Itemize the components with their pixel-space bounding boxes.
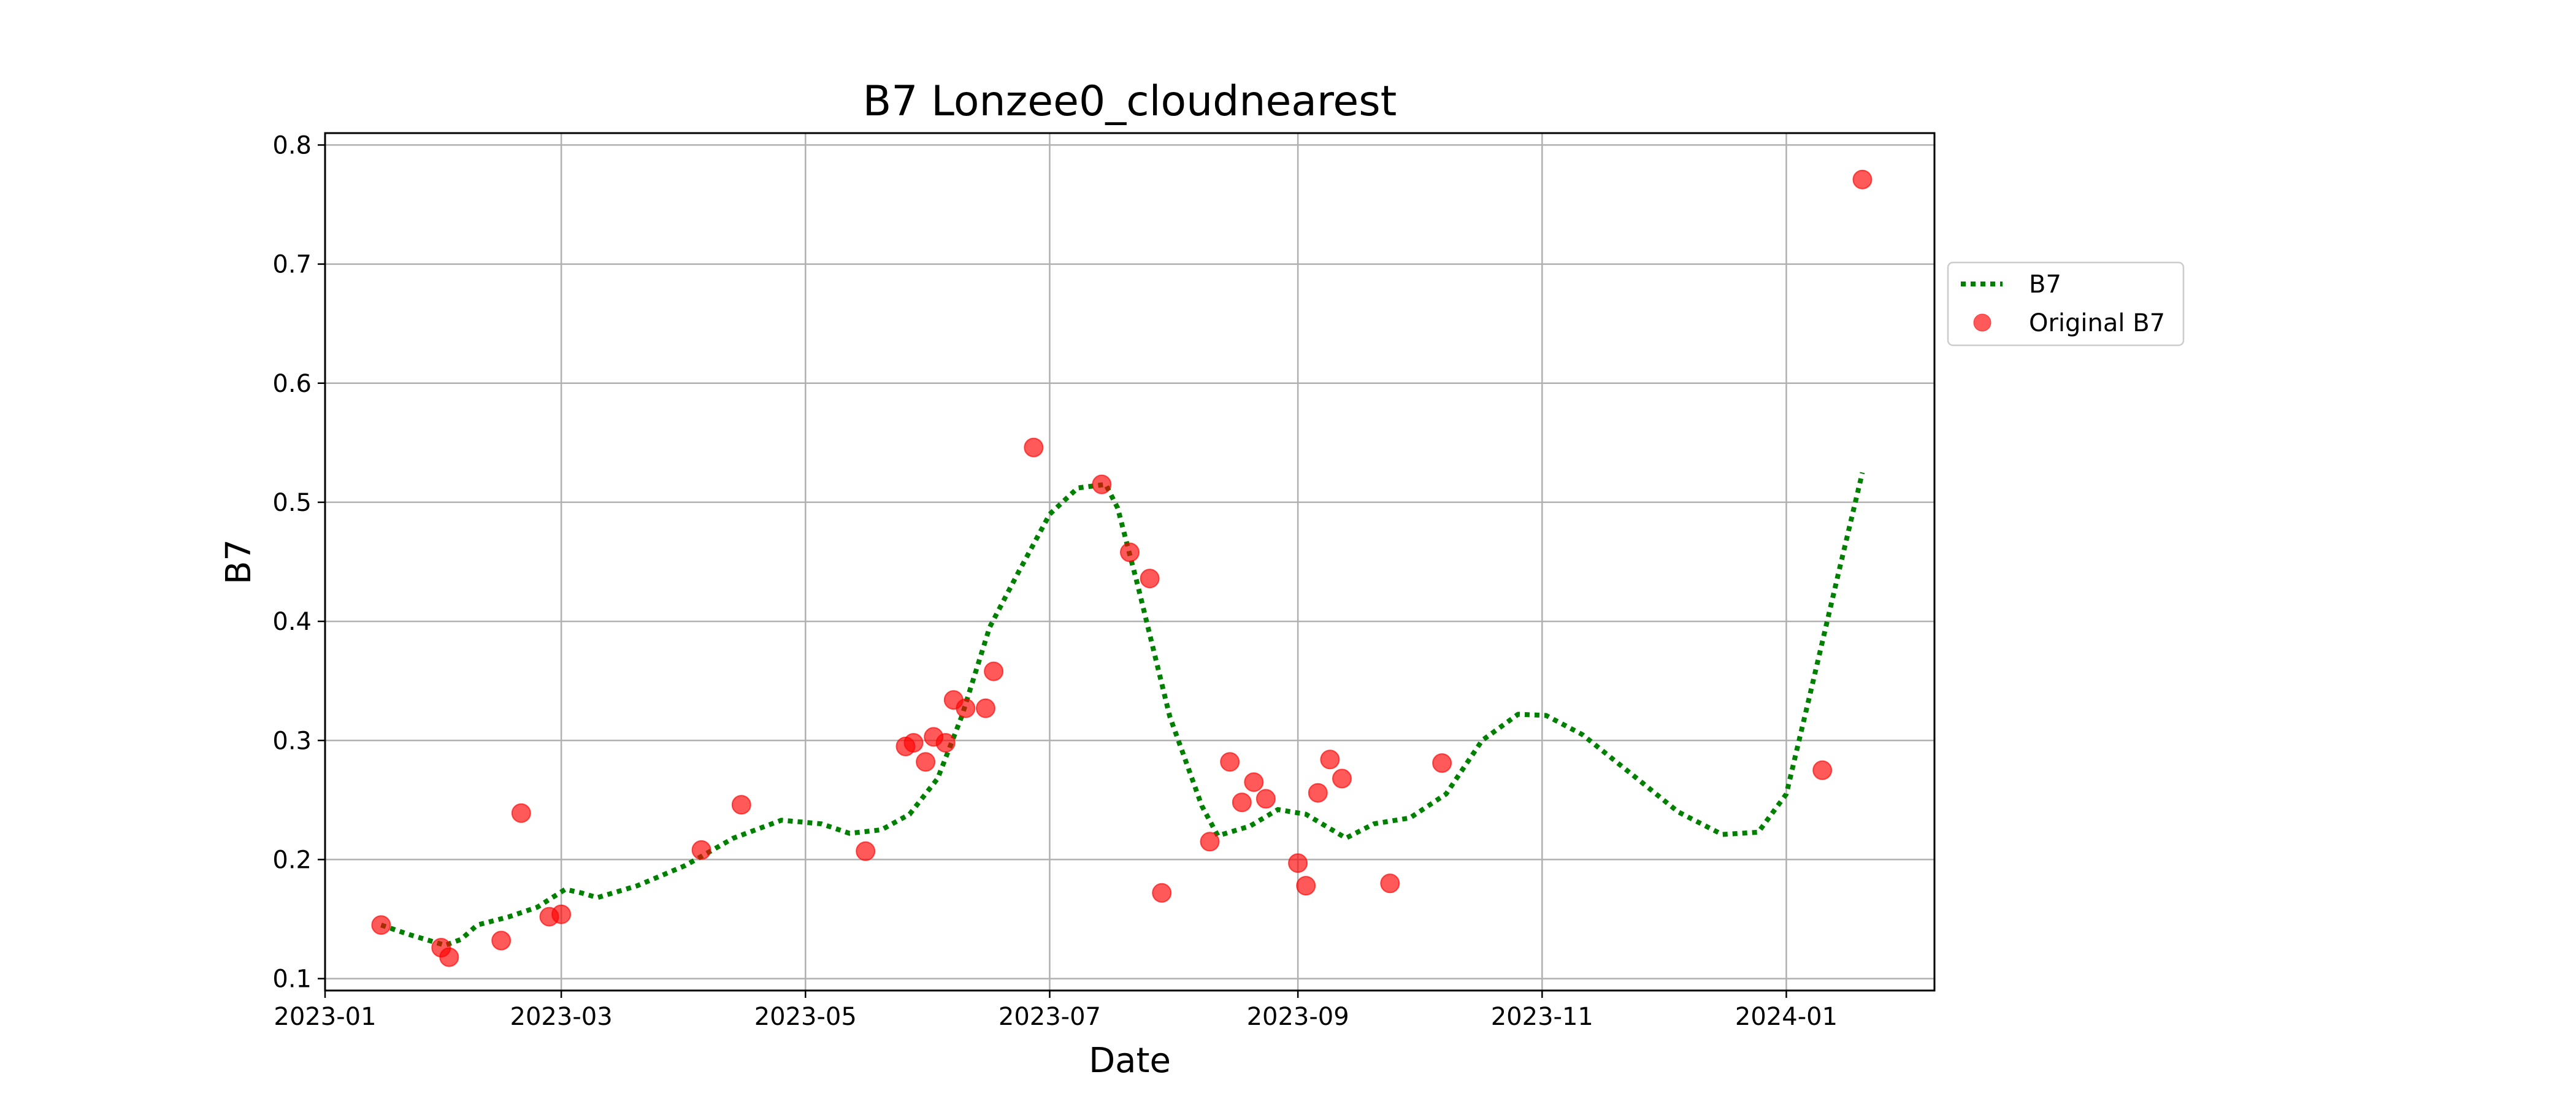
scatter-point-original-b7 bbox=[1220, 752, 1240, 772]
y-tick-label: 0.1 bbox=[272, 965, 312, 994]
scatter-point-original-b7 bbox=[731, 795, 751, 815]
chart-title: B7 Lonzee0_cloudnearest bbox=[863, 77, 1397, 126]
scatter-point-original-b7 bbox=[1380, 873, 1400, 894]
scatter-point-original-b7 bbox=[935, 733, 956, 753]
scatter-point-original-b7 bbox=[1152, 883, 1172, 903]
legend-label-b7: B7 bbox=[2029, 270, 2061, 299]
x-tick-label: 2023-11 bbox=[1491, 1003, 1593, 1031]
axis-ticks: 2023-01 2023-03 2023-05 2023-07 2023-09 2023-… bbox=[272, 131, 1838, 1031]
scatter-point-original-b7 bbox=[1432, 753, 1452, 773]
scatter-point-original-b7 bbox=[691, 840, 711, 860]
scatter-point-original-b7 bbox=[1244, 772, 1264, 792]
scatter-point-original-b7 bbox=[1255, 789, 1276, 809]
y-tick-label: 0.2 bbox=[272, 846, 312, 874]
plot-area-frame bbox=[324, 132, 1936, 992]
scatter-point-original-b7 bbox=[956, 698, 976, 718]
x-tick-label: 2023-03 bbox=[510, 1003, 613, 1031]
scatter-point-original-b7 bbox=[1092, 474, 1112, 494]
line-series-group bbox=[380, 472, 1865, 948]
scatter-point-original-b7 bbox=[1308, 783, 1328, 803]
x-tick-label: 2023-09 bbox=[1247, 1003, 1349, 1031]
y-tick-label: 0.3 bbox=[272, 727, 312, 755]
scatter-point-original-b7 bbox=[1296, 876, 1316, 896]
scatter-point-original-b7 bbox=[976, 698, 995, 718]
scatter-point-original-b7 bbox=[1288, 853, 1308, 873]
scatter-point-original-b7 bbox=[511, 803, 531, 823]
scatter-point-original-b7 bbox=[903, 733, 924, 753]
grid bbox=[324, 133, 1934, 991]
legend-marker-swatch bbox=[1973, 313, 1991, 332]
scatter-point-original-b7 bbox=[1232, 792, 1252, 813]
x-axis-label: Date bbox=[1089, 1041, 1171, 1081]
y-tick-label: 0.8 bbox=[272, 131, 312, 159]
scatter-point-original-b7 bbox=[491, 930, 512, 951]
legend: B7 Original B7 bbox=[1947, 261, 2185, 347]
scatter-point-original-b7 bbox=[856, 841, 876, 861]
scatter-point-original-b7 bbox=[984, 661, 1004, 681]
y-axis-label: B7 bbox=[219, 539, 259, 585]
y-tick-label: 0.6 bbox=[272, 370, 312, 398]
scatter-point-original-b7 bbox=[1320, 749, 1340, 770]
x-tick-label: 2024-01 bbox=[1735, 1003, 1838, 1031]
legend-box bbox=[1947, 261, 2185, 347]
x-tick-label: 2023-01 bbox=[274, 1003, 376, 1031]
y-tick-label: 0.7 bbox=[272, 251, 312, 279]
y-tick-label: 0.5 bbox=[272, 489, 312, 517]
x-tick-label: 2023-05 bbox=[754, 1003, 857, 1031]
legend-label-original-b7: Original B7 bbox=[2029, 309, 2165, 337]
scatter-point-original-b7 bbox=[1140, 569, 1160, 589]
scatter-point-original-b7 bbox=[916, 752, 936, 772]
scatter-point-original-b7 bbox=[1120, 542, 1140, 562]
scatter-point-original-b7 bbox=[1024, 437, 1044, 458]
series-line-b7 bbox=[380, 472, 1865, 948]
scatter-point-original-b7 bbox=[1332, 769, 1352, 789]
scatter-point-original-b7 bbox=[439, 947, 459, 967]
scatter-point-original-b7 bbox=[1812, 760, 1833, 780]
scatter-series-group bbox=[371, 169, 1873, 967]
scatter-point-original-b7 bbox=[551, 904, 572, 924]
scatter-point-original-b7 bbox=[1852, 169, 1873, 190]
x-tick-label: 2023-07 bbox=[999, 1003, 1101, 1031]
scatter-point-original-b7 bbox=[371, 915, 391, 935]
scatter-point-original-b7 bbox=[1200, 832, 1220, 852]
y-tick-label: 0.4 bbox=[272, 608, 312, 636]
